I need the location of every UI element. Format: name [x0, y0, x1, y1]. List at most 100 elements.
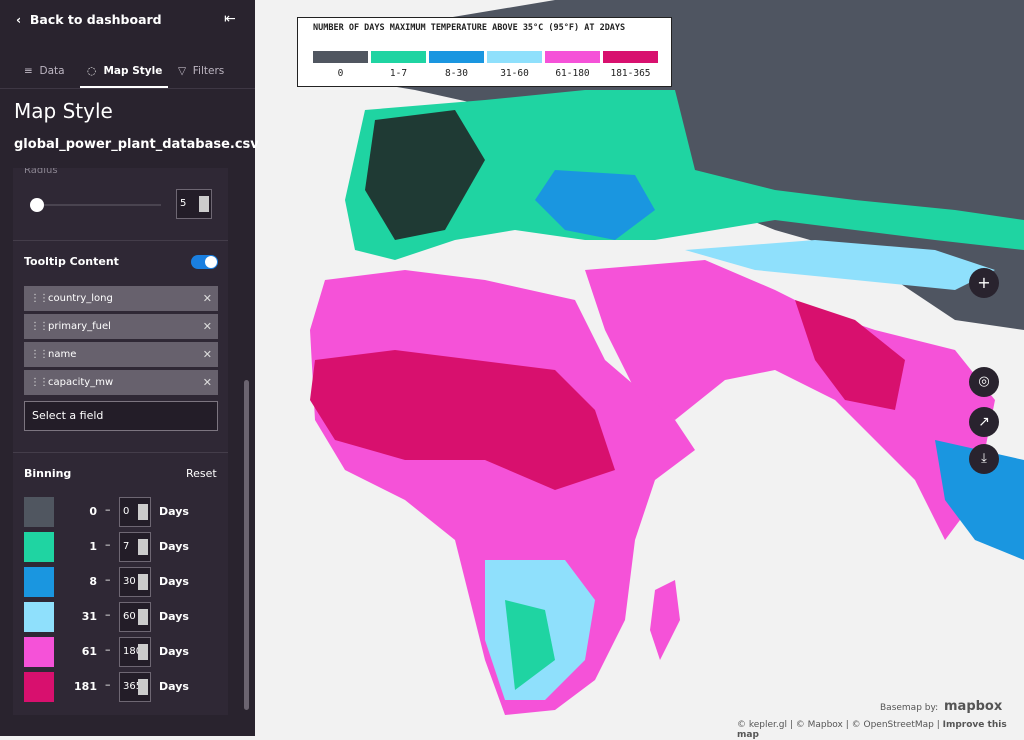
- legend-swatch: [603, 51, 658, 63]
- remove-field[interactable]: ✕: [202, 320, 212, 333]
- bin-swatch[interactable]: [24, 497, 54, 527]
- improve-link[interactable]: Improve this map: [737, 720, 1007, 740]
- legend-label: 1-7: [389, 68, 408, 79]
- bin-unit: Days: [159, 575, 189, 588]
- bin-swatch[interactable]: [24, 567, 54, 597]
- field-name: capacity_mw: [48, 377, 114, 388]
- divider: [13, 240, 228, 241]
- remove-field[interactable]: ✕: [202, 376, 212, 389]
- basemap-label: Basemap by:: [880, 703, 939, 713]
- spinner[interactable]: [138, 679, 148, 695]
- tooltip-field[interactable]: ⋮⋮ primary_fuel ✕: [24, 314, 218, 339]
- bin-unit: Days: [159, 540, 189, 553]
- bin-to-input[interactable]: 7: [119, 532, 151, 562]
- bin-dash: –: [105, 678, 111, 691]
- map[interactable]: [255, 0, 1024, 736]
- bin-to[interactable]: 0: [123, 506, 130, 517]
- tooltip-toggle[interactable]: [191, 255, 218, 269]
- land-south-africa-green: [505, 600, 555, 690]
- land-hot: [585, 260, 995, 540]
- legend-swatch: [429, 51, 484, 63]
- remove-field[interactable]: ✕: [202, 348, 212, 361]
- land-se-asia: [935, 440, 1024, 560]
- bin-unit: Days: [159, 645, 189, 658]
- tab-filters[interactable]: ▽ Filters: [178, 65, 225, 77]
- bin-swatch[interactable]: [24, 672, 54, 702]
- bin-to-input[interactable]: 30: [119, 567, 151, 597]
- spinner[interactable]: [138, 504, 148, 520]
- radius-knob[interactable]: [30, 198, 44, 212]
- drag-handle[interactable]: ⋮⋮: [30, 377, 49, 388]
- collapse-button[interactable]: ⇤: [224, 11, 236, 27]
- mapbox-logo[interactable]: mapbox: [944, 699, 1003, 714]
- spinner[interactable]: [138, 574, 148, 590]
- bin-to[interactable]: 7: [123, 541, 130, 552]
- bin-to-input[interactable]: 60: [119, 602, 151, 632]
- divider: [13, 452, 228, 453]
- land-mid: [535, 170, 655, 240]
- spinner[interactable]: [138, 609, 148, 625]
- legend-swatch: [371, 51, 426, 63]
- bin-to-input[interactable]: 180: [119, 637, 151, 667]
- legend-label: 0: [337, 68, 344, 79]
- remove-field[interactable]: ✕: [202, 292, 212, 305]
- tab-map-style[interactable]: ◌ Map Style: [87, 65, 163, 77]
- legend-label: 8-30: [445, 68, 468, 79]
- scrollbar[interactable]: [244, 380, 249, 710]
- tab-label[interactable]: Data: [39, 65, 65, 77]
- drag-handle[interactable]: ⋮⋮: [30, 293, 49, 304]
- bin-swatch[interactable]: [24, 532, 54, 562]
- spinner[interactable]: [138, 539, 148, 555]
- radius-input[interactable]: 5: [176, 189, 212, 219]
- tab-label[interactable]: Map Style: [103, 65, 163, 77]
- spinner[interactable]: [138, 644, 148, 660]
- bin-dash: –: [105, 643, 111, 656]
- dataset-name[interactable]: global_power_plant_database.csv: [14, 137, 259, 152]
- bin-to[interactable]: 30: [123, 576, 136, 587]
- bin-from: 8: [89, 575, 97, 588]
- field-name: primary_fuel: [48, 321, 111, 332]
- bin-to[interactable]: 60: [123, 611, 136, 622]
- binning-title: Binning: [24, 467, 72, 480]
- bin-to[interactable]: 180: [123, 646, 143, 657]
- expand-button[interactable]: ↗: [969, 407, 999, 437]
- tab-label[interactable]: Filters: [192, 65, 225, 77]
- bin-from: 1: [89, 540, 97, 553]
- bin-to-input[interactable]: 365: [119, 672, 151, 702]
- legend-label: 61-180: [555, 68, 590, 79]
- field-name: name: [48, 349, 77, 360]
- tooltip-title: Tooltip Content: [24, 255, 119, 268]
- sidebar: ‹ Back to dashboard ⇤ ≡ Data ◌ Map Style…: [0, 0, 259, 736]
- bin-from: 0: [89, 505, 97, 518]
- legend-label: 181-365: [610, 68, 651, 79]
- tooltip-field[interactable]: ⋮⋮ country_long ✕: [24, 286, 218, 311]
- radius-value[interactable]: 5: [180, 198, 187, 209]
- back-link[interactable]: ‹ Back to dashboard: [16, 12, 162, 27]
- credits-text: © kepler.gl | © Mapbox | © OpenStreetMap…: [737, 720, 943, 730]
- bin-from: 61: [81, 645, 97, 658]
- bin-dash: –: [105, 538, 111, 551]
- radius-track: [37, 204, 161, 206]
- field-name: country_long: [48, 293, 113, 304]
- screenshot-button[interactable]: ◎: [969, 367, 999, 397]
- bin-to-input[interactable]: 0: [119, 497, 151, 527]
- land-mid-high: [685, 240, 995, 290]
- reset-button[interactable]: Reset: [186, 467, 217, 480]
- bin-swatch[interactable]: [24, 602, 54, 632]
- legend-swatch: [313, 51, 368, 63]
- bin-to[interactable]: 365: [123, 681, 143, 692]
- export-button[interactable]: ⤓: [969, 444, 999, 474]
- legend-title: NUMBER OF DAYS MAXIMUM TEMPERATURE ABOVE…: [313, 23, 626, 33]
- field-select[interactable]: Select a field: [24, 401, 218, 431]
- radius-label: Radius: [24, 168, 58, 176]
- drag-handle[interactable]: ⋮⋮: [30, 321, 49, 332]
- land-sahara: [310, 350, 615, 490]
- drag-handle[interactable]: ⋮⋮: [30, 349, 49, 360]
- bin-swatch[interactable]: [24, 637, 54, 667]
- zoom-in[interactable]: +: [969, 268, 999, 298]
- tooltip-field[interactable]: ⋮⋮ name ✕: [24, 342, 218, 367]
- tab-data[interactable]: ≡ Data: [24, 65, 65, 77]
- land-europe: [365, 110, 485, 240]
- back-text[interactable]: Back to dashboard: [29, 12, 162, 27]
- tooltip-field[interactable]: ⋮⋮ capacity_mw ✕: [24, 370, 218, 395]
